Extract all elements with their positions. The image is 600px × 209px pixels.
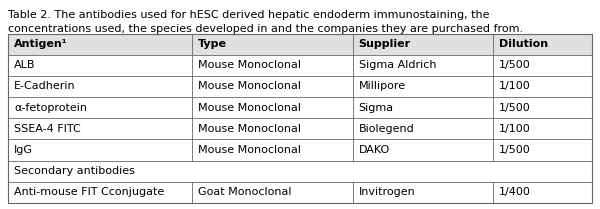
Text: DAKO: DAKO <box>359 145 390 155</box>
Text: Supplier: Supplier <box>359 39 410 49</box>
Text: Sigma Aldrich: Sigma Aldrich <box>359 60 436 70</box>
Text: Mouse Monoclonal: Mouse Monoclonal <box>198 145 301 155</box>
Bar <box>8 33 592 203</box>
Text: Anti-mouse FIT Cconjugate: Anti-mouse FIT Cconjugate <box>14 187 164 198</box>
Text: ALB: ALB <box>14 60 35 70</box>
Text: concentrations used, the species developed in and the companies they are purchas: concentrations used, the species develop… <box>8 24 523 34</box>
Text: IgG: IgG <box>14 145 33 155</box>
Text: Antigen¹: Antigen¹ <box>14 39 68 49</box>
Text: Invitrogen: Invitrogen <box>359 187 415 198</box>
Text: Dilution: Dilution <box>499 39 548 49</box>
Text: Table 2. The antibodies used for hESC derived hepatic endoderm immunostaining, t: Table 2. The antibodies used for hESC de… <box>8 10 490 20</box>
Text: Mouse Monoclonal: Mouse Monoclonal <box>198 103 301 113</box>
Text: Mouse Monoclonal: Mouse Monoclonal <box>198 82 301 92</box>
Text: 1/500: 1/500 <box>499 145 530 155</box>
Text: E-Cadherin: E-Cadherin <box>14 82 76 92</box>
Text: 1/500: 1/500 <box>499 103 530 113</box>
Text: Sigma: Sigma <box>359 103 394 113</box>
Bar <box>8 33 592 55</box>
Text: Mouse Monoclonal: Mouse Monoclonal <box>198 124 301 134</box>
Text: α-fetoprotein: α-fetoprotein <box>14 103 87 113</box>
Text: 1/100: 1/100 <box>499 124 530 134</box>
Text: Type: Type <box>198 39 227 49</box>
Text: 1/400: 1/400 <box>499 187 530 198</box>
Text: SSEA-4 FITC: SSEA-4 FITC <box>14 124 81 134</box>
Text: 1/100: 1/100 <box>499 82 530 92</box>
Text: Millipore: Millipore <box>359 82 406 92</box>
Text: 1/500: 1/500 <box>499 60 530 70</box>
Text: Mouse Monoclonal: Mouse Monoclonal <box>198 60 301 70</box>
Text: Biolegend: Biolegend <box>359 124 415 134</box>
Text: Secondary antibodies: Secondary antibodies <box>14 166 135 176</box>
Text: Goat Monoclonal: Goat Monoclonal <box>198 187 292 198</box>
